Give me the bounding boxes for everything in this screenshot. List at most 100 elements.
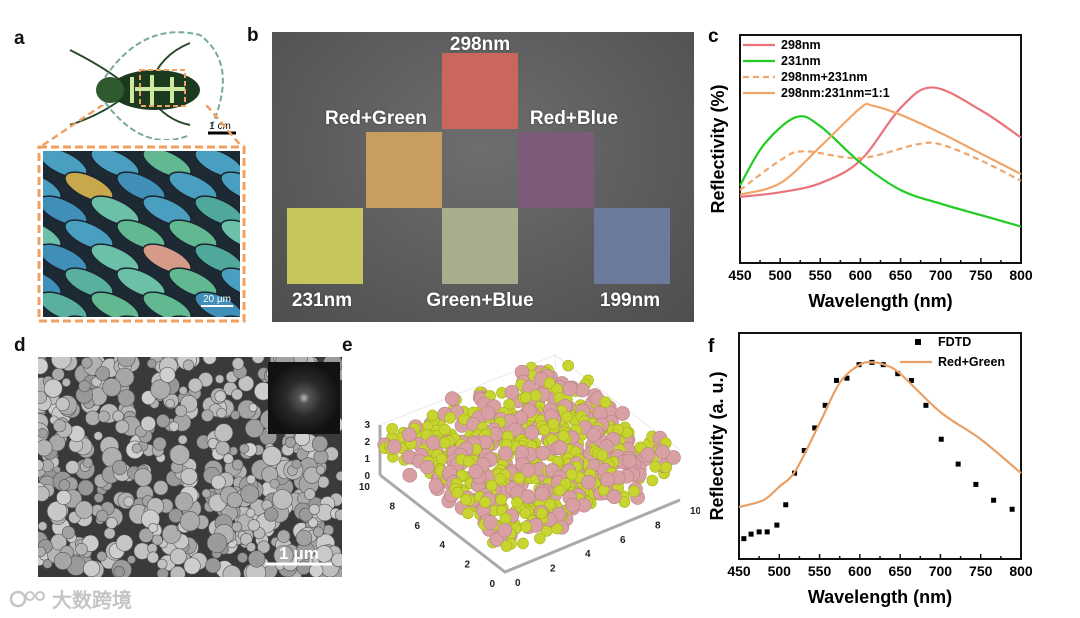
particle — [334, 509, 342, 521]
x-tick-label: 750 — [969, 563, 993, 579]
particle — [123, 496, 134, 507]
particle — [115, 419, 130, 434]
particle — [38, 439, 53, 457]
particle — [55, 397, 70, 412]
particle — [165, 398, 175, 409]
particle — [105, 517, 118, 529]
sphere-green — [485, 479, 498, 492]
x-axis-label: Wavelength (nm) — [808, 587, 952, 607]
sphere-red — [498, 446, 513, 461]
fdtd-point — [764, 529, 770, 535]
sphere-red — [444, 391, 460, 406]
z-tick-label: 0 — [364, 471, 370, 482]
fdtd-point — [1009, 506, 1015, 512]
fdtd-point — [774, 522, 780, 528]
sphere-red — [483, 515, 498, 530]
legend-marker-fdtd — [915, 339, 921, 345]
fdtd-point — [991, 497, 997, 503]
fdtd-point — [895, 371, 901, 377]
label-199nm: 199nm — [599, 290, 661, 311]
particle — [179, 511, 201, 532]
x-tick-label: 700 — [929, 267, 953, 283]
scale-cell — [43, 291, 88, 317]
particle — [248, 550, 266, 568]
sphere-red — [497, 522, 513, 538]
particle — [96, 551, 107, 562]
particle — [85, 410, 101, 426]
x-tick-label: 650 — [888, 563, 912, 579]
sphere-red — [562, 381, 578, 397]
samples-photo: 298nm Red+Green Red+Blue 231nm Green+Blu… — [272, 32, 694, 322]
label-298nm: 298nm — [449, 34, 511, 55]
particle — [53, 552, 72, 570]
particle — [153, 480, 169, 496]
sphere-red — [622, 453, 637, 469]
sphere-green — [553, 484, 566, 497]
y-tick-label: 2 — [464, 560, 470, 571]
particle — [75, 543, 88, 556]
sample-231nm — [287, 208, 363, 284]
sphere-green — [513, 472, 525, 484]
particle — [115, 534, 134, 552]
y-tick-label: 6 — [414, 521, 420, 532]
particle — [38, 428, 48, 439]
scale-cell — [220, 267, 240, 299]
particle — [83, 560, 100, 577]
x-tick-label: 600 — [849, 267, 873, 283]
sphere-green — [535, 507, 548, 520]
particle — [215, 374, 225, 384]
chart-f: f 450 500 550 600 650 700 750 800 Wavelength (nm)… — [707, 332, 1033, 607]
particle — [51, 367, 65, 381]
panel-label-f: f — [708, 336, 715, 357]
particle — [231, 388, 243, 401]
fdtd-point — [908, 377, 914, 383]
particle — [182, 359, 195, 371]
panel-label-b: b — [247, 25, 259, 46]
scales-scale-label: 20 μm — [203, 294, 231, 305]
fdtd-point — [783, 502, 789, 508]
particle — [38, 485, 50, 502]
particle — [56, 489, 72, 505]
particle — [222, 565, 242, 577]
sample-red-blue — [518, 132, 594, 208]
fdtd-point — [955, 461, 961, 467]
particle — [168, 421, 180, 432]
particle — [95, 509, 109, 523]
beetle-photo: 1 cm — [69, 31, 236, 140]
particle — [201, 488, 212, 499]
panel-label-e: e — [342, 335, 353, 356]
series-line-231nm — [739, 115, 1022, 228]
particle — [248, 403, 258, 412]
sphere-red — [504, 385, 520, 400]
sphere-red — [534, 486, 550, 502]
sphere-red — [574, 382, 590, 398]
particle — [169, 565, 186, 577]
sphere-green — [544, 498, 556, 511]
watermark-logo-icon — [9, 590, 45, 607]
series-line-298nm — [739, 86, 1022, 198]
particle — [115, 367, 135, 388]
particle — [127, 555, 136, 564]
sphere-red — [606, 489, 622, 504]
x-axis-label: Wavelength (nm) — [808, 291, 952, 311]
particle — [231, 357, 245, 370]
beetle-scale-label: 1 cm — [209, 121, 231, 132]
particle — [237, 552, 248, 563]
sphere-red — [428, 478, 444, 493]
sphere-green — [444, 412, 456, 424]
x-tick-label: 550 — [809, 267, 833, 283]
x-tick-label: 650 — [889, 267, 913, 283]
x-tick-label: 450 — [728, 267, 752, 283]
sem-scale-label: 1 μm — [279, 544, 319, 563]
scale-cell — [194, 195, 240, 227]
fdtd-point — [822, 402, 828, 408]
sphere-green — [511, 496, 523, 509]
particle — [307, 517, 319, 528]
fdtd-point — [812, 425, 818, 431]
zoom-callout — [37, 105, 246, 323]
particle — [277, 529, 291, 543]
particle — [58, 479, 71, 491]
x-tick-label: 8 — [655, 520, 661, 531]
particle — [246, 474, 256, 485]
